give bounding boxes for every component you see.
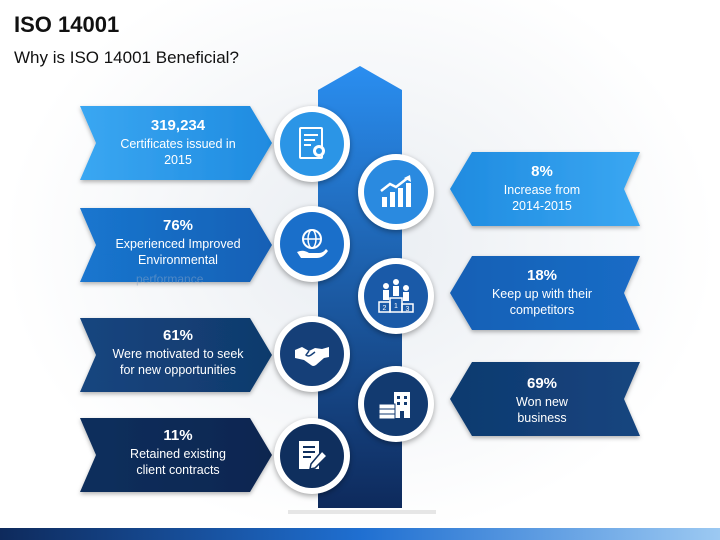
left-item-2-line1: Experienced Improved	[115, 237, 241, 251]
globe-hand-icon	[280, 212, 344, 276]
left-item-2-value: 76%	[162, 217, 194, 234]
right-item-1: 8% Increase from 2014-2015	[462, 162, 622, 214]
right-banner-2	[450, 256, 640, 330]
left-item-1-line1: Certificates issued in	[120, 137, 236, 151]
footer-bar	[0, 528, 720, 540]
circle-globe	[274, 206, 350, 282]
page-title: ISO 14001	[14, 12, 120, 37]
right-item-2-line1: Keep up with their	[491, 287, 593, 301]
left-item-2-line2: Environmental	[138, 253, 218, 267]
circle-document	[274, 418, 350, 494]
right-item-1-line2: 2014-2015	[512, 199, 572, 213]
right-banner-3	[450, 362, 640, 436]
left-item-3-line2: for new opportunities	[119, 363, 237, 377]
left-item-3-value: 61%	[162, 327, 194, 344]
circle-handshake	[274, 316, 350, 392]
growth-chart-icon	[364, 160, 428, 224]
right-item-3-line1: Won new	[516, 395, 568, 409]
circle-business	[358, 366, 434, 442]
page-subtitle: Why is ISO 14001 Beneficial?	[14, 48, 239, 67]
money-building-icon	[364, 372, 428, 436]
left-banner-4	[80, 418, 272, 492]
ghost-text: performance	[136, 272, 204, 286]
left-item-1-value: 319,234	[150, 117, 206, 134]
right-item-2: 18% Keep up with their competitors	[462, 266, 622, 318]
left-item-2: 76% Experienced Improved Environmental	[98, 216, 258, 268]
left-item-1-line2: 2015	[164, 153, 192, 167]
left-item-1: 319,234 Certificates issued in 2015	[98, 116, 258, 168]
handshake-icon	[280, 322, 344, 386]
right-item-2-line2: competitors	[509, 303, 575, 317]
left-item-3: 61% Were motivated to seek for new oppor…	[98, 326, 258, 378]
left-item-4-value: 11%	[163, 427, 193, 444]
left-banner-2	[80, 208, 272, 282]
left-banner-3	[80, 318, 272, 392]
right-item-2-value: 18%	[526, 267, 558, 284]
right-item-3: 69% Won new business	[462, 374, 622, 426]
right-item-1-value: 8%	[531, 163, 553, 180]
podium-number-1: 1	[394, 303, 398, 310]
circle-growth	[358, 154, 434, 230]
podium-number-2: 2	[383, 305, 387, 312]
circle-certificate	[274, 106, 350, 182]
left-item-4-line2: client contracts	[136, 463, 220, 477]
right-banner-1	[450, 152, 640, 226]
podium-number-3: 3	[406, 306, 410, 313]
podium-icon: 2 1 3	[364, 264, 428, 328]
left-item-3-line1: Were motivated to seek	[112, 347, 244, 361]
circle-podium: 2 1 3	[358, 258, 434, 334]
document-pen-icon	[280, 424, 344, 488]
left-banner-1	[80, 106, 272, 180]
right-item-3-value: 69%	[526, 375, 558, 392]
certificate-icon	[280, 112, 344, 176]
right-item-3-line2: business	[517, 411, 567, 425]
left-item-4-line1: Retained existing	[130, 447, 226, 461]
left-item-4: 11% Retained existing client contracts	[98, 426, 258, 478]
right-item-1-line1: Increase from	[503, 183, 581, 197]
